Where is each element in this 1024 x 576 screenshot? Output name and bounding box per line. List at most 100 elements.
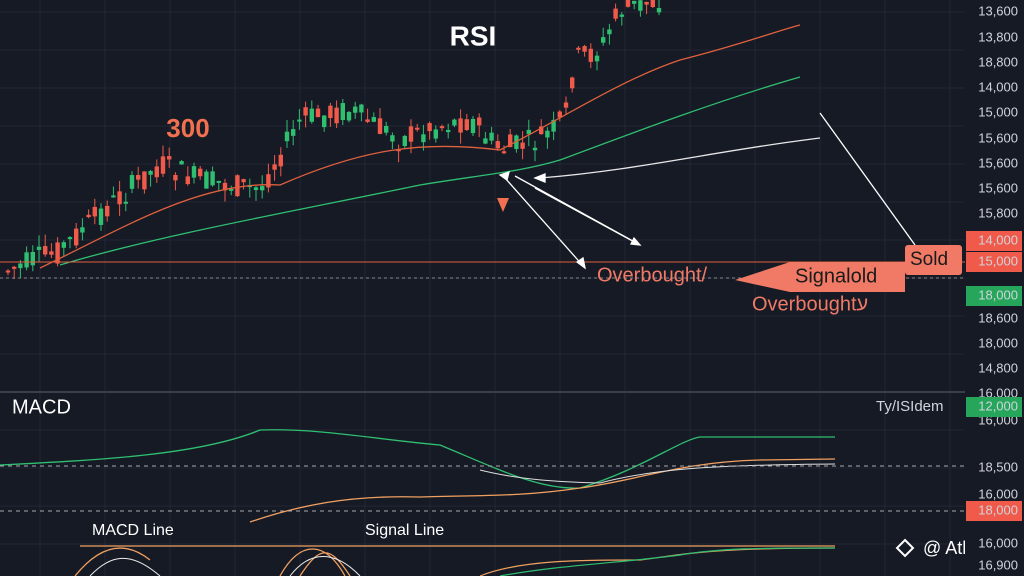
candle-body: [334, 107, 339, 124]
candle-body: [129, 175, 135, 189]
macd-green: [0, 429, 835, 489]
price-label: 18,600: [978, 310, 1018, 325]
candle-body: [92, 206, 97, 217]
signal-green: [499, 547, 836, 576]
candle-body: [458, 118, 463, 133]
candle-body: [30, 251, 35, 266]
price-badge-label: 18,000: [978, 287, 1018, 302]
candle-body: [619, 14, 624, 17]
candle-body: [278, 154, 283, 167]
price-badge: [966, 252, 1022, 272]
marker: [497, 198, 509, 212]
candle-body: [167, 156, 172, 160]
sold-box: [905, 245, 962, 275]
price-label: 13,600: [978, 3, 1018, 18]
candle-body: [340, 103, 345, 121]
legend-item: Signal Line: [365, 522, 444, 539]
candle-body: [408, 126, 414, 142]
candle-body: [427, 123, 432, 132]
candle-body: [396, 149, 401, 152]
signal-box: [735, 262, 905, 292]
candle-body: [501, 151, 507, 154]
candle-body: [12, 266, 17, 269]
candle-body: [452, 119, 457, 126]
macd-badge: [966, 501, 1022, 521]
legend-item: MACD Line: [92, 522, 174, 539]
candle-body: [179, 161, 184, 165]
candle-body: [36, 246, 42, 250]
macd-orange: [249, 458, 836, 523]
price-label: 15,600: [978, 130, 1018, 145]
candle-body: [260, 186, 265, 191]
candle-body: [291, 129, 296, 136]
pane-label: MACD: [12, 396, 71, 418]
indicator-label: Ty/ISIdem: [876, 398, 944, 415]
candle-body: [470, 118, 476, 134]
candle-body: [43, 246, 48, 255]
candle-body: [570, 77, 575, 89]
candle-body: [284, 131, 290, 142]
price-badge: [966, 231, 1022, 251]
candle-body: [86, 214, 91, 218]
candle-body: [74, 228, 79, 246]
candle-body: [61, 242, 66, 248]
annotation: Overbought/: [597, 264, 708, 286]
candle-body: [198, 168, 203, 177]
candle-body: [322, 115, 327, 128]
candle-body: [241, 179, 246, 183]
candle-body: [625, 0, 631, 7]
candle-body: [111, 195, 116, 198]
candle-body: [105, 205, 110, 217]
candle-body: [216, 180, 221, 183]
candle-body: [55, 242, 60, 264]
candle-body: [384, 125, 389, 133]
candle-body: [421, 134, 426, 143]
candle-body: [359, 104, 364, 113]
candles: [5, 0, 662, 280]
candle-body: [446, 129, 451, 133]
hist-orange: [74, 547, 351, 576]
candle-body: [18, 263, 23, 269]
candle-body: [309, 108, 314, 122]
candle-body: [377, 118, 383, 134]
candle-body: [601, 37, 606, 43]
candle-body: [136, 175, 141, 180]
candle-body: [117, 191, 122, 205]
candle-body: [644, 1, 649, 5]
macd-badge-label: 18,000: [978, 502, 1018, 517]
candle-body: [210, 171, 215, 186]
candle-body: [365, 119, 370, 122]
candle-body: [433, 129, 438, 139]
candle-body: [266, 174, 271, 188]
candle-body: [508, 134, 513, 148]
candle-body: [173, 174, 178, 181]
candle-body: [532, 147, 538, 151]
price-axis: 13,600 13,800 18,800 14,000 15,000 15,600 15,6…: [965, 0, 1024, 576]
candle-body: [576, 47, 581, 50]
candle-body: [272, 164, 277, 170]
line-white: [539, 137, 821, 179]
annotation: Sold: [910, 249, 948, 270]
candle-body: [353, 106, 358, 113]
price-label: 15,000: [978, 104, 1018, 119]
candle-body: [191, 166, 197, 178]
macd-badge-label: 12,000: [978, 398, 1018, 413]
candle-body: [557, 111, 562, 118]
candle-body: [545, 130, 550, 138]
candle-body: [495, 141, 500, 149]
macd-label: 16,000: [978, 535, 1018, 550]
level-label: 300: [166, 113, 209, 143]
candle-body: [402, 135, 407, 147]
candle-body: [253, 187, 259, 191]
candle-body: [607, 29, 612, 35]
candle-body: [297, 119, 302, 122]
price-label: 18,000: [978, 335, 1018, 350]
candle-body: [185, 176, 190, 185]
candle-body: [582, 46, 587, 52]
candle-body: [526, 129, 531, 135]
candle-body: [638, 0, 643, 11]
candle-body: [650, 0, 655, 8]
macd-label: 18,500: [978, 459, 1018, 474]
title: RSI: [450, 20, 497, 51]
